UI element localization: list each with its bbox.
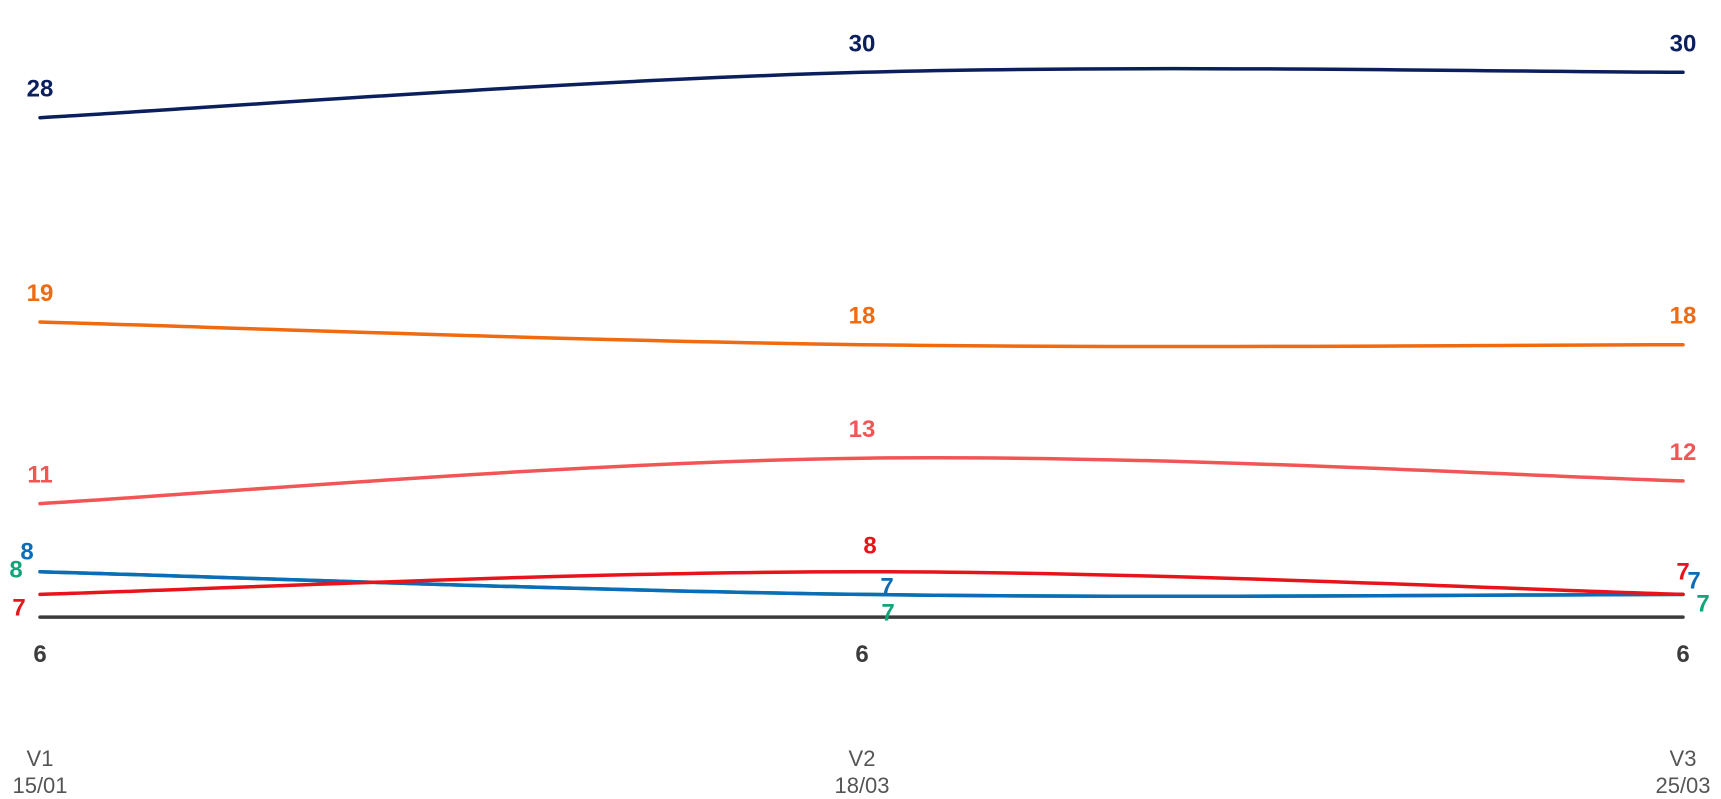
series-4-data-label: 7 bbox=[1676, 558, 1689, 585]
series-4-line bbox=[38, 569, 1685, 597]
series-3-line bbox=[38, 455, 1685, 506]
series-5-line bbox=[38, 569, 1685, 598]
series-7-data-label: 6 bbox=[33, 641, 46, 668]
x-tick-label-wave: V3 bbox=[1670, 746, 1697, 771]
series-3-data-label: 12 bbox=[1670, 439, 1697, 466]
series-2-data-label: 18 bbox=[1670, 303, 1697, 330]
x-tick-label-wave: V2 bbox=[849, 746, 876, 771]
series-1-data-label: 30 bbox=[1670, 30, 1697, 57]
series-5-data-label: 8 bbox=[20, 539, 33, 566]
series-2-line bbox=[38, 320, 1685, 349]
series-6-data-label: 7 bbox=[881, 599, 894, 626]
x-tick-label-wave: V1 bbox=[27, 746, 54, 771]
x-tick-label-date: 15/01 bbox=[12, 773, 67, 798]
series-6-data-label: 8 bbox=[9, 557, 22, 584]
series-3-data-label: 13 bbox=[849, 416, 876, 443]
x-tick-label-date: 18/03 bbox=[834, 773, 889, 798]
series-5-data-label: 7 bbox=[880, 573, 893, 600]
x-tick-label-date: 25/03 bbox=[1655, 773, 1710, 798]
series-4-data-label: 7 bbox=[12, 594, 25, 621]
series-3-data-label: 11 bbox=[27, 462, 52, 489]
series-7-data-label: 6 bbox=[855, 641, 868, 668]
series-5-data-label: 7 bbox=[1687, 567, 1700, 594]
series-1-line bbox=[38, 66, 1685, 120]
series-7-data-label: 6 bbox=[1676, 641, 1689, 668]
series-6-data-label: 7 bbox=[1696, 590, 1709, 617]
series-4-data-label: 8 bbox=[863, 533, 876, 560]
series-1-data-label: 28 bbox=[27, 76, 54, 103]
series-2-data-label: 18 bbox=[849, 303, 876, 330]
series-2-data-label: 19 bbox=[27, 280, 54, 307]
series-1-data-label: 30 bbox=[849, 30, 876, 57]
